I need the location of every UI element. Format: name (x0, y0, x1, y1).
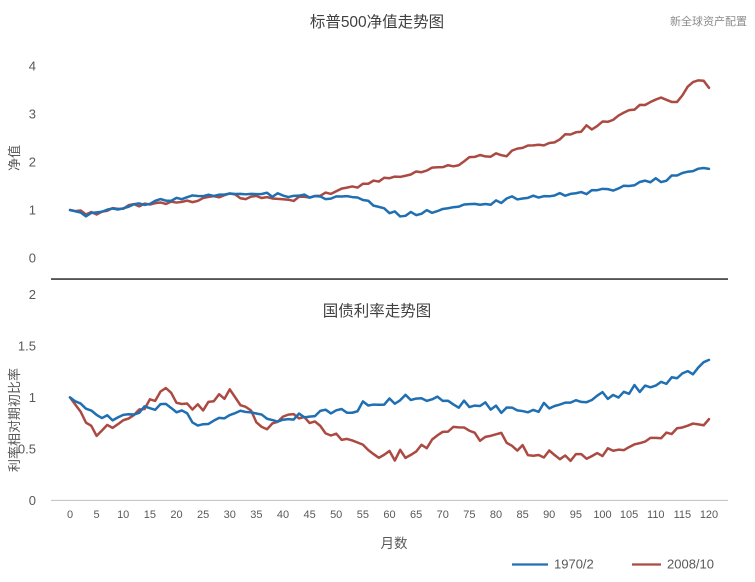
svg-text:20: 20 (170, 509, 182, 521)
svg-text:0: 0 (29, 493, 36, 508)
svg-text:利率相对期初比率: 利率相对期初比率 (7, 368, 22, 472)
svg-text:净值: 净值 (7, 145, 22, 171)
svg-text:3: 3 (29, 107, 36, 122)
svg-text:85: 85 (516, 509, 528, 521)
svg-text:35: 35 (250, 509, 262, 521)
svg-text:90: 90 (543, 509, 555, 521)
svg-text:15: 15 (144, 509, 156, 521)
svg-text:45: 45 (303, 509, 315, 521)
svg-text:105: 105 (620, 509, 638, 521)
svg-text:10: 10 (117, 509, 129, 521)
svg-text:2: 2 (29, 155, 36, 170)
svg-text:70: 70 (437, 509, 449, 521)
svg-text:国债利率走势图: 国债利率走势图 (323, 302, 432, 320)
svg-text:80: 80 (490, 509, 502, 521)
svg-text:2008/10: 2008/10 (667, 557, 714, 572)
svg-text:0: 0 (67, 509, 73, 521)
svg-text:95: 95 (570, 509, 582, 521)
svg-text:1: 1 (29, 203, 36, 218)
svg-text:75: 75 (463, 509, 475, 521)
svg-text:115: 115 (674, 509, 692, 521)
svg-text:0: 0 (29, 251, 36, 266)
svg-text:100: 100 (593, 509, 611, 521)
svg-text:30: 30 (224, 509, 236, 521)
svg-text:1.5: 1.5 (18, 339, 36, 354)
svg-text:1: 1 (29, 390, 36, 405)
svg-text:120: 120 (700, 509, 718, 521)
svg-text:新全球资产配置: 新全球资产配置 (670, 14, 747, 28)
svg-text:110: 110 (647, 509, 665, 521)
svg-text:60: 60 (383, 509, 395, 521)
svg-text:55: 55 (357, 509, 369, 521)
svg-text:50: 50 (330, 509, 342, 521)
svg-text:1970/2: 1970/2 (554, 557, 594, 572)
svg-text:65: 65 (410, 509, 422, 521)
svg-text:标普500净值走势图: 标普500净值走势图 (310, 13, 444, 31)
svg-text:40: 40 (277, 509, 289, 521)
svg-text:5: 5 (94, 509, 100, 521)
svg-text:25: 25 (197, 509, 209, 521)
svg-text:月数: 月数 (381, 536, 408, 551)
svg-text:4: 4 (29, 59, 36, 74)
svg-text:2: 2 (29, 287, 36, 302)
